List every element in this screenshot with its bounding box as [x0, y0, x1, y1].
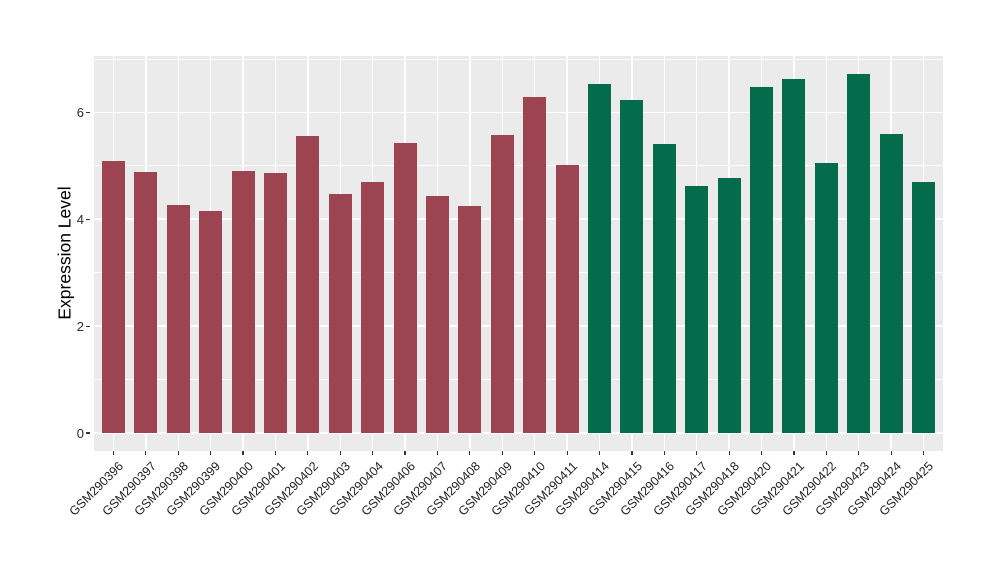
bar — [555, 165, 579, 434]
x-axis-tick — [436, 451, 439, 455]
x-axis-tick — [793, 451, 795, 455]
bar — [588, 83, 611, 434]
y-tick-label: 4 — [76, 211, 84, 227]
bar — [263, 173, 287, 434]
bar — [134, 171, 158, 434]
x-axis-tick — [696, 451, 698, 455]
bar — [620, 99, 644, 434]
x-axis-tick — [469, 451, 471, 455]
major-gridline — [94, 111, 943, 114]
y-axis-title: Expression Level — [54, 186, 75, 320]
x-axis-tick — [922, 451, 925, 455]
bar — [717, 178, 741, 434]
major-gridline — [94, 325, 943, 328]
x-axis-tick — [274, 451, 277, 455]
y-tick-label: 6 — [76, 104, 84, 120]
x-axis-tick — [890, 451, 892, 455]
y-axis-tick — [86, 432, 90, 434]
minor-gridline — [94, 58, 943, 60]
minor-gridline — [94, 272, 943, 274]
y-axis-tick — [86, 325, 90, 327]
y-axis-tick — [86, 218, 90, 220]
x-axis-tick — [112, 451, 115, 455]
plot-panel — [94, 56, 943, 451]
bar — [393, 143, 417, 434]
x-axis-tick — [177, 451, 179, 455]
bar — [166, 204, 190, 434]
x-axis-tick — [728, 451, 730, 455]
bar — [199, 211, 223, 434]
x-axis-tick — [663, 451, 665, 455]
major-gridline — [94, 432, 943, 434]
bar — [685, 186, 709, 434]
y-tick-label: 0 — [76, 425, 84, 441]
x-axis-tick — [534, 451, 536, 455]
x-axis-tick — [145, 451, 147, 455]
x-axis-tick — [339, 451, 341, 455]
x-axis-tick — [242, 451, 244, 455]
x-axis-tick — [501, 451, 503, 455]
major-gridline — [94, 218, 943, 221]
bar — [328, 194, 352, 434]
bar — [361, 181, 385, 434]
bar — [652, 143, 676, 434]
x-axis-tick — [760, 451, 763, 455]
bar — [231, 171, 255, 434]
bar — [296, 135, 320, 434]
x-axis-tick — [631, 451, 633, 455]
x-axis-tick — [566, 451, 568, 455]
x-axis-tick — [598, 451, 601, 455]
y-axis-tick — [86, 111, 90, 114]
bar — [425, 196, 449, 434]
bar — [782, 79, 806, 434]
x-axis-tick — [372, 451, 374, 455]
x-axis-tick — [307, 451, 309, 455]
bar — [750, 86, 774, 434]
x-axis-tick — [404, 451, 406, 455]
bar — [847, 73, 871, 434]
bar — [458, 205, 482, 434]
minor-gridline — [94, 165, 943, 167]
bar — [879, 133, 903, 434]
x-axis-tick — [210, 451, 212, 455]
bar — [814, 162, 838, 434]
bar — [912, 181, 936, 434]
x-axis-tick — [825, 451, 827, 455]
bar — [101, 160, 125, 434]
minor-gridline — [94, 379, 943, 381]
x-axis-tick — [858, 451, 860, 455]
bar — [523, 96, 547, 434]
bar — [490, 135, 514, 434]
y-tick-label: 2 — [76, 318, 84, 334]
